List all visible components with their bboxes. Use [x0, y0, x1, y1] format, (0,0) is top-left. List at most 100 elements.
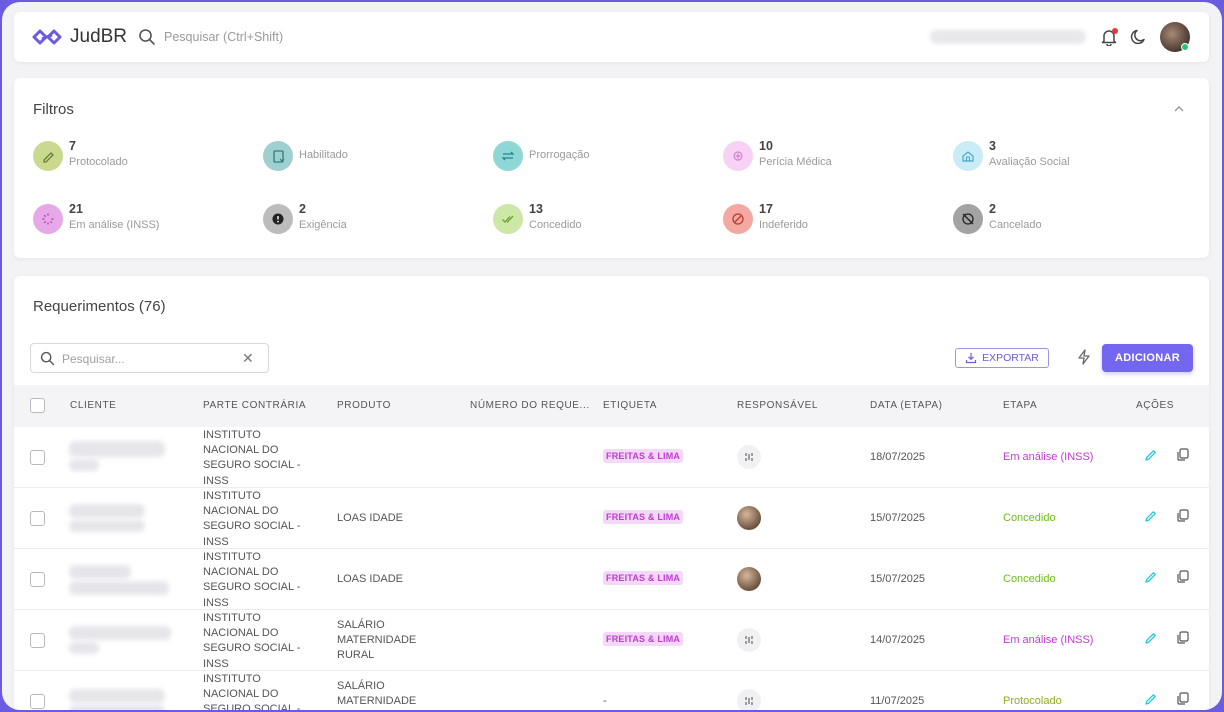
document-icon — [263, 141, 293, 171]
filter-stat-protocolado[interactable]: 7 Protocolado — [33, 139, 253, 177]
chevron-up-icon[interactable] — [1172, 102, 1186, 121]
filter-count: 17 — [759, 202, 773, 216]
download-icon — [965, 353, 977, 364]
filter-stat-concedido[interactable]: 13 Concedido — [493, 202, 713, 240]
data-etapa-cell: 11/07/2025 — [870, 695, 925, 707]
filter-stat-avaliação-social[interactable]: 3 Avaliação Social — [953, 139, 1173, 177]
column-header-cliente[interactable]: CLIENTE — [70, 400, 117, 411]
row-checkbox[interactable] — [30, 694, 45, 709]
client-name-redacted — [69, 705, 165, 710]
filter-count: 13 — [529, 202, 543, 216]
row-checkbox[interactable] — [30, 572, 45, 587]
table-header: CLIENTE PARTE CONTRÁRIA PRODUTO NÚMERO D… — [14, 385, 1209, 427]
column-header-numero[interactable]: NÚMERO DO REQUE... — [470, 400, 590, 411]
edit-icon[interactable] — [1143, 448, 1158, 468]
responsavel-empty-avatar[interactable] — [737, 445, 761, 469]
data-etapa-cell: 15/07/2025 — [870, 573, 926, 585]
column-header-etiqueta[interactable]: ETIQUETA — [603, 400, 658, 411]
select-all-checkbox[interactable] — [30, 398, 45, 413]
responsavel-empty-avatar[interactable] — [737, 628, 761, 652]
row-checkbox[interactable] — [30, 511, 45, 526]
filter-count: 7 — [69, 139, 76, 153]
data-etapa-cell: 18/07/2025 — [870, 451, 926, 463]
export-button[interactable]: EXPORTAR — [955, 348, 1049, 368]
edit-icon[interactable] — [1143, 570, 1158, 590]
responsavel-avatar[interactable] — [737, 506, 761, 530]
filter-stat-em-análise-inss[interactable]: 21 Em análise (INSS) — [33, 202, 253, 240]
responsavel-empty-avatar[interactable] — [737, 689, 761, 710]
search-icon[interactable] — [138, 28, 156, 51]
client-name-redacted — [69, 441, 165, 457]
filter-count: 2 — [989, 202, 996, 216]
filter-label: Perícia Médica — [759, 156, 832, 168]
notifications-bell-icon[interactable] — [1101, 28, 1117, 51]
responsavel-avatar[interactable] — [737, 567, 761, 591]
filter-label: Protocolado — [69, 156, 128, 168]
table-row[interactable]: INSTITUTO NACIONAL DO SEGURO SOCIAL - INSS F… — [14, 427, 1209, 488]
etiqueta-tag[interactable]: FREITAS & LIMA — [603, 632, 684, 646]
loader-icon — [33, 204, 63, 234]
table-search-input[interactable]: Pesquisar... ✕ — [30, 343, 269, 373]
clear-search-icon[interactable]: ✕ — [242, 350, 254, 366]
requerimentos-title: Requerimentos (76) — [33, 298, 166, 315]
edit-icon[interactable] — [1143, 509, 1158, 529]
home-icon — [953, 141, 983, 171]
column-header-produto[interactable]: PRODUTO — [337, 400, 392, 411]
filter-stat-habilitado[interactable]: Habilitado — [263, 141, 483, 177]
copy-icon[interactable] — [1175, 630, 1190, 650]
dark-mode-toggle-icon[interactable] — [1130, 28, 1148, 51]
filter-label: Prorrogação — [529, 149, 590, 161]
filter-stat-exigência[interactable]: 2 Exigência — [263, 202, 483, 240]
swap-icon — [493, 141, 523, 171]
etiqueta-tag[interactable]: FREITAS & LIMA — [603, 449, 684, 463]
app-name[interactable]: JudBR — [70, 26, 128, 47]
edit-icon[interactable] — [1143, 692, 1158, 710]
filter-count: 21 — [69, 202, 83, 216]
column-header-responsavel[interactable]: RESPONSÁVEL — [737, 400, 819, 411]
search-icon — [40, 351, 55, 371]
client-name-redacted — [69, 642, 99, 654]
cancel-icon — [953, 204, 983, 234]
bolt-icon[interactable] — [1077, 349, 1091, 370]
filter-stat-perícia-médica[interactable]: 10 Perícia Médica — [723, 139, 943, 177]
add-button[interactable]: ADICIONAR — [1102, 344, 1193, 372]
logo-icon[interactable] — [32, 28, 62, 51]
top-navbar: JudBR Pesquisar (Ctrl+Shift) — [14, 12, 1209, 62]
copy-icon[interactable] — [1175, 508, 1190, 528]
filter-count: 3 — [989, 139, 996, 153]
etapa-cell: Concedido — [1003, 573, 1056, 585]
filter-stat-indeferido[interactable]: 17 Indeferido — [723, 202, 943, 240]
row-checkbox[interactable] — [30, 633, 45, 648]
client-name-redacted — [69, 504, 145, 518]
etiqueta-tag[interactable]: FREITAS & LIMA — [603, 510, 684, 524]
filter-label: Habilitado — [299, 149, 348, 161]
etiqueta-tag[interactable]: FREITAS & LIMA — [603, 571, 684, 585]
notification-badge — [1112, 28, 1118, 34]
edit-icon[interactable] — [1143, 631, 1158, 651]
filter-stat-cancelado[interactable]: 2 Cancelado — [953, 202, 1173, 240]
copy-icon[interactable] — [1175, 569, 1190, 589]
produto-cell: LOAS IDADE — [337, 573, 404, 585]
copy-icon[interactable] — [1175, 447, 1190, 467]
filter-label: Cancelado — [989, 219, 1042, 231]
column-header-parte[interactable]: PARTE CONTRÁRIA — [203, 400, 307, 411]
row-checkbox[interactable] — [30, 450, 45, 465]
table-row[interactable]: INSTITUTO NACIONAL DO SEGURO SOCIAL - INSS L… — [14, 488, 1209, 549]
filter-stat-prorrogação[interactable]: Prorrogação — [493, 141, 713, 177]
global-search-input[interactable]: Pesquisar (Ctrl+Shift) — [164, 30, 284, 44]
table-row[interactable]: INSTITUTO NACIONAL DO SEGURO SOCIAL - INSS L… — [14, 549, 1209, 610]
filter-label: Concedido — [529, 219, 582, 231]
column-header-data[interactable]: DATA (ETAPA) — [870, 400, 943, 411]
column-header-etapa[interactable]: ETAPA — [1003, 400, 1038, 411]
user-placeholder-icon — [745, 453, 753, 461]
copy-icon[interactable] — [1175, 691, 1190, 710]
export-label: EXPORTAR — [982, 352, 1039, 364]
